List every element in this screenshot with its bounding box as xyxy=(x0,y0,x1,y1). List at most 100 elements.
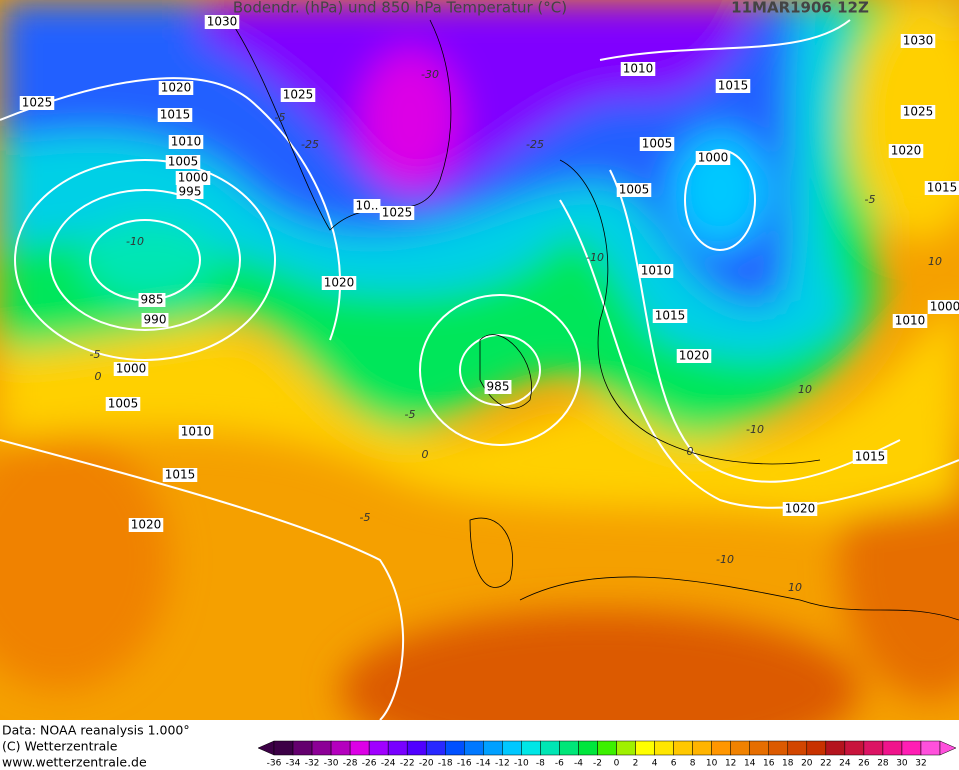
colorbar-swatch xyxy=(806,740,827,756)
colorbar-swatch xyxy=(406,740,427,756)
temperature-label: -5 xyxy=(275,111,286,124)
temperature-label: 0 xyxy=(687,445,694,458)
temperature-label: -10 xyxy=(716,553,734,566)
isobar-label-box xyxy=(141,313,169,327)
isobar-label-box xyxy=(175,171,211,185)
temperature-label: -10 xyxy=(586,251,604,264)
colorbar-tick-label: -28 xyxy=(343,759,358,769)
colorbar-tick-label: -22 xyxy=(400,759,415,769)
colorbar-tick-label: 16 xyxy=(763,759,775,769)
isobar-label-box xyxy=(888,144,924,158)
colorbar-swatch xyxy=(844,740,865,756)
isobar-label: 1020 xyxy=(324,276,355,290)
isobar-label-box xyxy=(638,264,674,278)
colorbar-swatch xyxy=(330,740,351,756)
colorbar-swatch xyxy=(901,740,922,756)
copyright: (C) Wetterzentrale xyxy=(2,739,118,754)
isobar-label: 1015 xyxy=(160,108,191,122)
temperature-label: 10 xyxy=(788,581,802,594)
isobar-label-box xyxy=(105,397,141,411)
map-date: 11MAR1906 12Z xyxy=(731,0,869,17)
colorbar-swatch xyxy=(521,740,541,756)
colorbar-swatch xyxy=(711,740,731,756)
colorbar-tick-label: -20 xyxy=(419,759,434,769)
colorbar-tick-label: -36 xyxy=(267,759,282,769)
isobar-label: 990 xyxy=(144,313,167,327)
isobar-label-box xyxy=(782,502,818,516)
isobar-label: 1030 xyxy=(207,15,238,29)
isobar-label: 1020 xyxy=(131,518,162,532)
colorbar-tick-label: -8 xyxy=(536,759,545,769)
colorbar-tick-label: 14 xyxy=(744,759,756,769)
temperature-label: -10 xyxy=(746,423,764,436)
temperature-label: 0 xyxy=(422,448,429,461)
colorbar-tick-label: 10 xyxy=(706,759,718,769)
isobar-label: 1010 xyxy=(895,314,926,328)
temperature-label: -5 xyxy=(405,408,416,421)
temperature-label: 10 xyxy=(798,383,812,396)
colorbar-swatch xyxy=(882,740,903,756)
colorbar-swatch xyxy=(425,740,446,756)
isobar-label: 1025 xyxy=(903,105,934,119)
isobar-label-box xyxy=(484,380,512,394)
isobar-label: 1020 xyxy=(785,502,816,516)
colorbar-tick-label: 24 xyxy=(839,759,851,769)
colorbar-swatch xyxy=(578,740,598,756)
colorbar-tick-label: -4 xyxy=(574,759,583,769)
isobar-label-box xyxy=(204,15,240,29)
isobar-label-box xyxy=(927,300,959,314)
website: www.wetterzentrale.de xyxy=(2,755,147,770)
temperature-label: 0 xyxy=(95,370,102,383)
colorbar-arrow-left xyxy=(257,740,275,756)
colorbar-swatch xyxy=(483,740,503,756)
isobar-label-box xyxy=(158,81,194,95)
isobar-label: 1000 xyxy=(698,151,729,165)
colorbar-swatch xyxy=(749,740,769,756)
colorbar-tick-label: 12 xyxy=(725,759,736,769)
colorbar-arrow-right xyxy=(939,740,957,756)
colorbar-tick-label: 22 xyxy=(820,759,831,769)
colorbar-swatch xyxy=(825,740,846,756)
isobar-label-box xyxy=(162,468,198,482)
isobars xyxy=(0,19,959,720)
isobar-label-box xyxy=(900,34,936,48)
colorbar-swatch xyxy=(692,740,712,756)
colorbar-swatch xyxy=(559,740,579,756)
colorbar-tick-label: -6 xyxy=(555,759,564,769)
colorbar-tick-label: 20 xyxy=(801,759,813,769)
temperature-label: -5 xyxy=(90,348,101,361)
isobar-label: 985 xyxy=(487,380,510,394)
colorbar-swatch xyxy=(597,740,617,756)
colorbar-swatch xyxy=(635,740,655,756)
colorbar-swatch xyxy=(616,740,636,756)
temperature-label: -5 xyxy=(360,511,371,524)
temperature-label: -5 xyxy=(865,193,876,206)
isobar-label: 1010 xyxy=(623,62,654,76)
colorbar-tick-label: 6 xyxy=(671,759,677,769)
isobar-label: 1000 xyxy=(178,171,209,185)
isobar-label: 1015 xyxy=(165,468,196,482)
colorbar-tick-label: -10 xyxy=(514,759,529,769)
colorbar-tick-label: 8 xyxy=(690,759,696,769)
isobar-label-box xyxy=(165,155,201,169)
colorbar-tick-label: 4 xyxy=(652,759,658,769)
isobar-label: 1005 xyxy=(168,155,199,169)
colorbar-swatch xyxy=(292,740,313,756)
isobar-label: 1015 xyxy=(718,79,749,93)
isobar-label-box xyxy=(128,518,164,532)
isobar-label-box xyxy=(892,314,928,328)
colorbar-swatch xyxy=(349,740,370,756)
colorbar-swatch xyxy=(311,740,332,756)
colorbar-swatch xyxy=(387,740,408,756)
isobar-label-box xyxy=(176,185,204,199)
colorbar-tick-label: -18 xyxy=(438,759,453,769)
colorbar-tick-label: 30 xyxy=(896,759,908,769)
isobar-label-box xyxy=(715,79,751,93)
isobar-label-box xyxy=(616,183,652,197)
isobar-label-box xyxy=(19,96,55,110)
isobar-label: 1015 xyxy=(855,450,886,464)
colorbar-swatch xyxy=(787,740,808,756)
map-title: Bodendr. (hPa) und 850 hPa Temperatur (°… xyxy=(233,0,567,17)
colorbar-swatch xyxy=(502,740,522,756)
isobar-label: 1005 xyxy=(108,397,139,411)
